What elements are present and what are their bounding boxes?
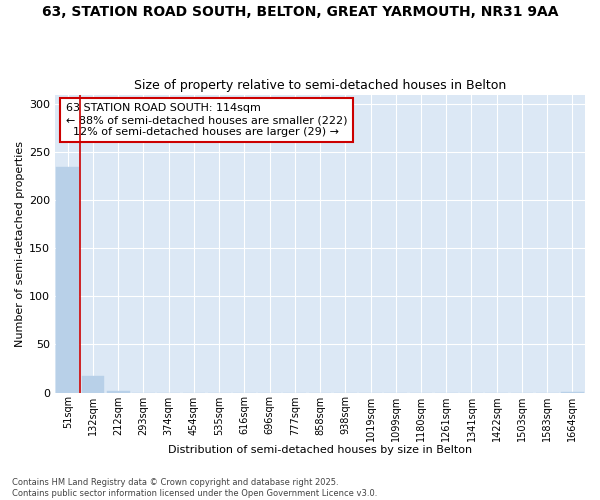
Bar: [56, 166, 79, 392]
Bar: [107, 390, 130, 392]
Y-axis label: Number of semi-detached properties: Number of semi-detached properties: [15, 140, 25, 346]
Bar: [82, 376, 104, 392]
Text: 63, STATION ROAD SOUTH, BELTON, GREAT YARMOUTH, NR31 9AA: 63, STATION ROAD SOUTH, BELTON, GREAT YA…: [42, 5, 558, 19]
Text: Contains HM Land Registry data © Crown copyright and database right 2025.
Contai: Contains HM Land Registry data © Crown c…: [12, 478, 377, 498]
Text: 63 STATION ROAD SOUTH: 114sqm
← 88% of semi-detached houses are smaller (222)
  : 63 STATION ROAD SOUTH: 114sqm ← 88% of s…: [66, 104, 347, 136]
X-axis label: Distribution of semi-detached houses by size in Belton: Distribution of semi-detached houses by …: [168, 445, 472, 455]
Title: Size of property relative to semi-detached houses in Belton: Size of property relative to semi-detach…: [134, 79, 506, 92]
